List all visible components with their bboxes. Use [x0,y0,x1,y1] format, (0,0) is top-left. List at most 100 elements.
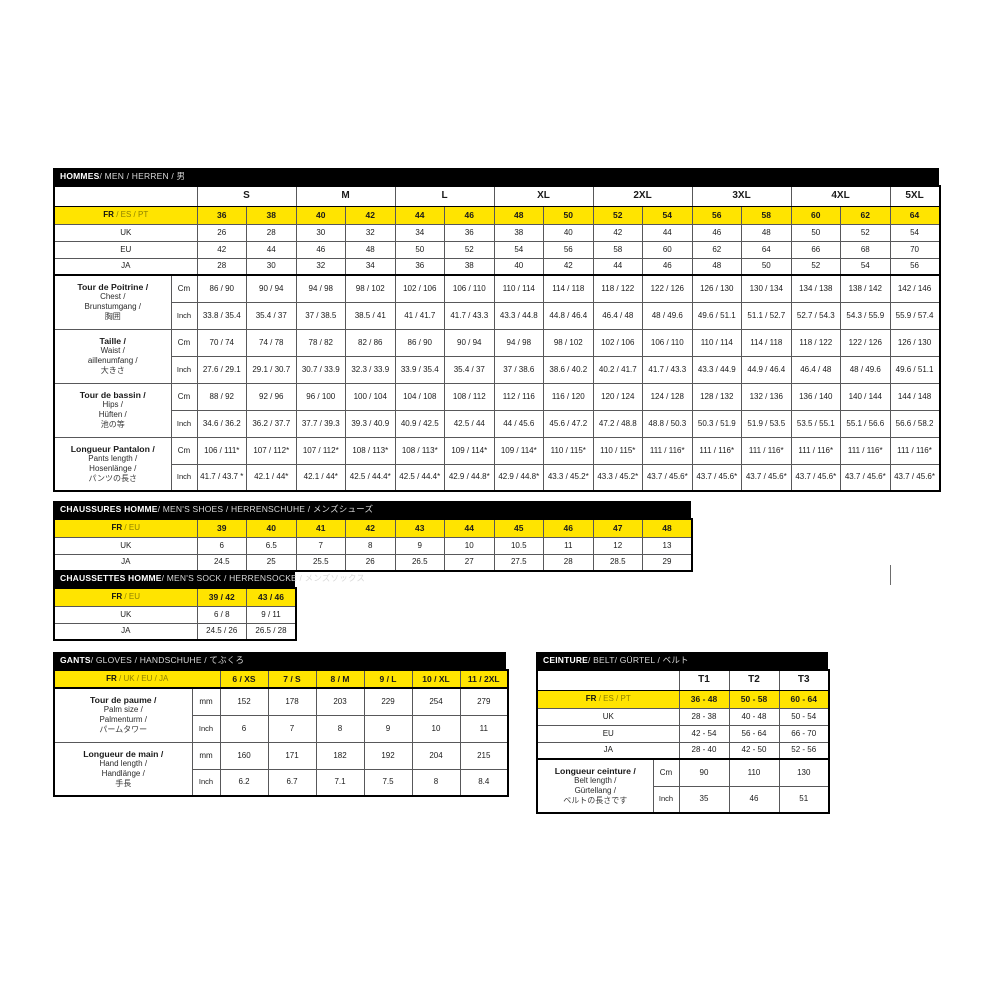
gloves-size-value: 10 / XL [411,669,461,689]
men-measure-cm-value: 106 / 111* [196,436,247,465]
men-fr-value: 62 [840,205,891,225]
shoes-uk-label: UK [53,536,198,555]
shoes-ja-value: 29 [642,553,693,572]
men-measure-cm-value: 98 / 102 [543,328,594,357]
shoes-uk-value: 10 [444,536,495,555]
men-measure-inch-value: 43.7 / 45.6* [642,463,693,492]
men-ja-value: 46 [642,257,693,276]
men-eu-value: 68 [840,240,891,259]
men-uk-value: 44 [642,223,693,242]
gloves-size-table-block: GANTS / GLOVES / HANDSCHUHE / てぶくろ FR / … [53,652,509,797]
men-measure-name: Taille / Waist / aillenumfang / 大きさ [53,328,172,384]
men-measure-cm-value: 70 / 74 [196,328,247,357]
shoes-size-table: FR / EU 39 40 41 42 43 44 45 46 47 48 UK 6 6.5 7 8 9 10 10… [53,518,693,572]
men-size-group-5XL: 5XL [889,185,941,207]
men-measure-name: Longueur Pantalon / Pants length / Hosenlä… [53,436,172,492]
belt-eu-label: EU [536,724,680,743]
men-measure-inch-value: 46.4 / 48 [592,301,644,330]
men-measure-cm-value: 118 / 122 [592,274,644,303]
shoes-uk-value: 13 [642,536,693,555]
gloves-measure-inch-value: 7.1 [315,768,365,797]
men-measure-inch-value: 42.1 / 44* [246,463,297,492]
men-measure-inch-value: 46.4 / 48 [790,355,842,384]
men-measure-inch-value: 40.9 / 42.5 [394,409,446,438]
socks-fr-row: FR / EU 39 / 42 43 / 46 [53,587,297,607]
men-measure-inch-value: 37 / 38.6 [493,355,545,384]
gloves-size-value: 9 / L [363,669,413,689]
men-measure-cm-value: 111 / 116* [741,436,792,465]
men-size-group-L: L [394,185,495,207]
men-measure-inch-value: 41 / 41.7 [394,301,446,330]
men-measure-cm-value: 82 / 86 [345,328,396,357]
shoes-ja-value: 28.5 [592,553,643,572]
men-size-group-4XL: 4XL [790,185,891,207]
men-measure-row-cm: Tour de Poitrine / Chest / Brunstumgang / 胸… [53,274,941,330]
gloves-measure-inch-value: 6.2 [219,768,269,797]
socks-uk-value: 9 / 11 [246,605,297,624]
socks-size-table-block: CHAUSSETTES HOMME / MEN'S SOCK / HERRENS… [53,570,365,641]
men-measure-cm-value: 109 / 114* [493,436,545,465]
belt-measure-cm-value: 90 [678,758,730,787]
gloves-measure-inch-value: 7.5 [363,768,413,797]
belt-measure-inch-value: 35 [678,785,730,814]
belt-size-group-row: T1 T2 T3 [536,669,830,691]
belt-eu-value: 56 - 64 [728,724,780,743]
men-measure-name: Tour de Poitrine / Chest / Brunstumgang / 胸… [53,274,172,330]
men-measure-inch-value: 30.7 / 33.9 [295,355,347,384]
men-measure-cm-value: 94 / 98 [493,328,545,357]
gloves-measure-inch-value: 7 [267,714,317,743]
men-group-blank [53,186,198,207]
men-fr-value: 48 [493,205,545,225]
belt-ja-label: JA [536,741,680,760]
men-measure-inch-value: 43.7 / 45.6* [889,463,941,492]
men-measure-cm-value: 111 / 116* [790,436,842,465]
belt-ja-value: 42 - 50 [728,741,780,760]
belt-measure-cm-value: 130 [778,758,830,787]
men-size-group-3XL: 3XL [691,185,792,207]
men-size-table: S M L XL 2XL 3XL 4XL 5XL FR / ES / PT 36 38 40 42 44 4… [53,185,941,492]
men-measure-cm-value: 98 / 102 [345,274,396,303]
men-measure-inch-value: 43.3 / 45.2* [543,463,594,492]
men-measure-cm-value: 111 / 116* [889,436,941,465]
gloves-measure-name: Tour de paume / Palm size / Palmenturm / パー… [53,687,193,743]
men-title-rest: / MEN / HERREN / 男 [99,171,186,181]
gloves-fr-label: FR / UK / EU / JA [53,669,221,689]
men-measure-inch-value: 33.9 / 35.4 [394,355,446,384]
men-eu-value: 48 [345,240,396,259]
gloves-size-value: 8 / M [315,669,365,689]
men-size-table-block: HOMMES / MEN / HERREN / 男 S M L XL 2XL 3XL 4XL… [53,168,941,492]
belt-ja-row: JA 28 - 40 42 - 50 52 - 56 [536,741,830,760]
men-eu-value: 44 [246,240,297,259]
men-measure-cm-value: 144 / 148 [889,382,941,411]
men-measure-inch-value: 44.9 / 46.4 [741,355,792,384]
men-measure-cm-value: 108 / 113* [345,436,396,465]
men-measure-inch-value: 36.2 / 37.7 [246,409,297,438]
men-size-group-XL: XL [493,185,594,207]
men-ja-label: JA [53,257,198,276]
men-uk-value: 48 [741,223,792,242]
men-ja-value: 50 [741,257,792,276]
gloves-measure-inch-value: 10 [411,714,461,743]
belt-size-group-T3: T3 [778,669,830,691]
belt-group-blank [536,670,680,691]
belt-eu-value: 42 - 54 [678,724,730,743]
men-measure-cm-value: 90 / 94 [444,328,495,357]
men-section-title: HOMMES / MEN / HERREN / 男 [53,168,939,185]
men-measure-cm-value: 126 / 130 [889,328,941,357]
belt-title-rest: / BELT/ GÜRTEL / ベルト [588,655,689,665]
men-ja-value: 28 [196,257,247,276]
men-size-group-2XL: 2XL [592,185,693,207]
men-measure-cm-value: 100 / 104 [345,382,396,411]
men-measure-cm-value: 88 / 92 [196,382,247,411]
men-measure-cm-value: 110 / 115* [543,436,594,465]
shoes-uk-value: 12 [592,536,643,555]
men-measure-cm-value: 116 / 120 [543,382,594,411]
men-unit-inch: Inch [170,409,198,438]
men-measure-cm-value: 78 / 82 [295,328,347,357]
men-measure-inch-value: 43.3 / 45.2* [592,463,644,492]
men-measure-inch-value: 32.3 / 33.9 [345,355,396,384]
shoes-ja-value: 28 [543,553,594,572]
